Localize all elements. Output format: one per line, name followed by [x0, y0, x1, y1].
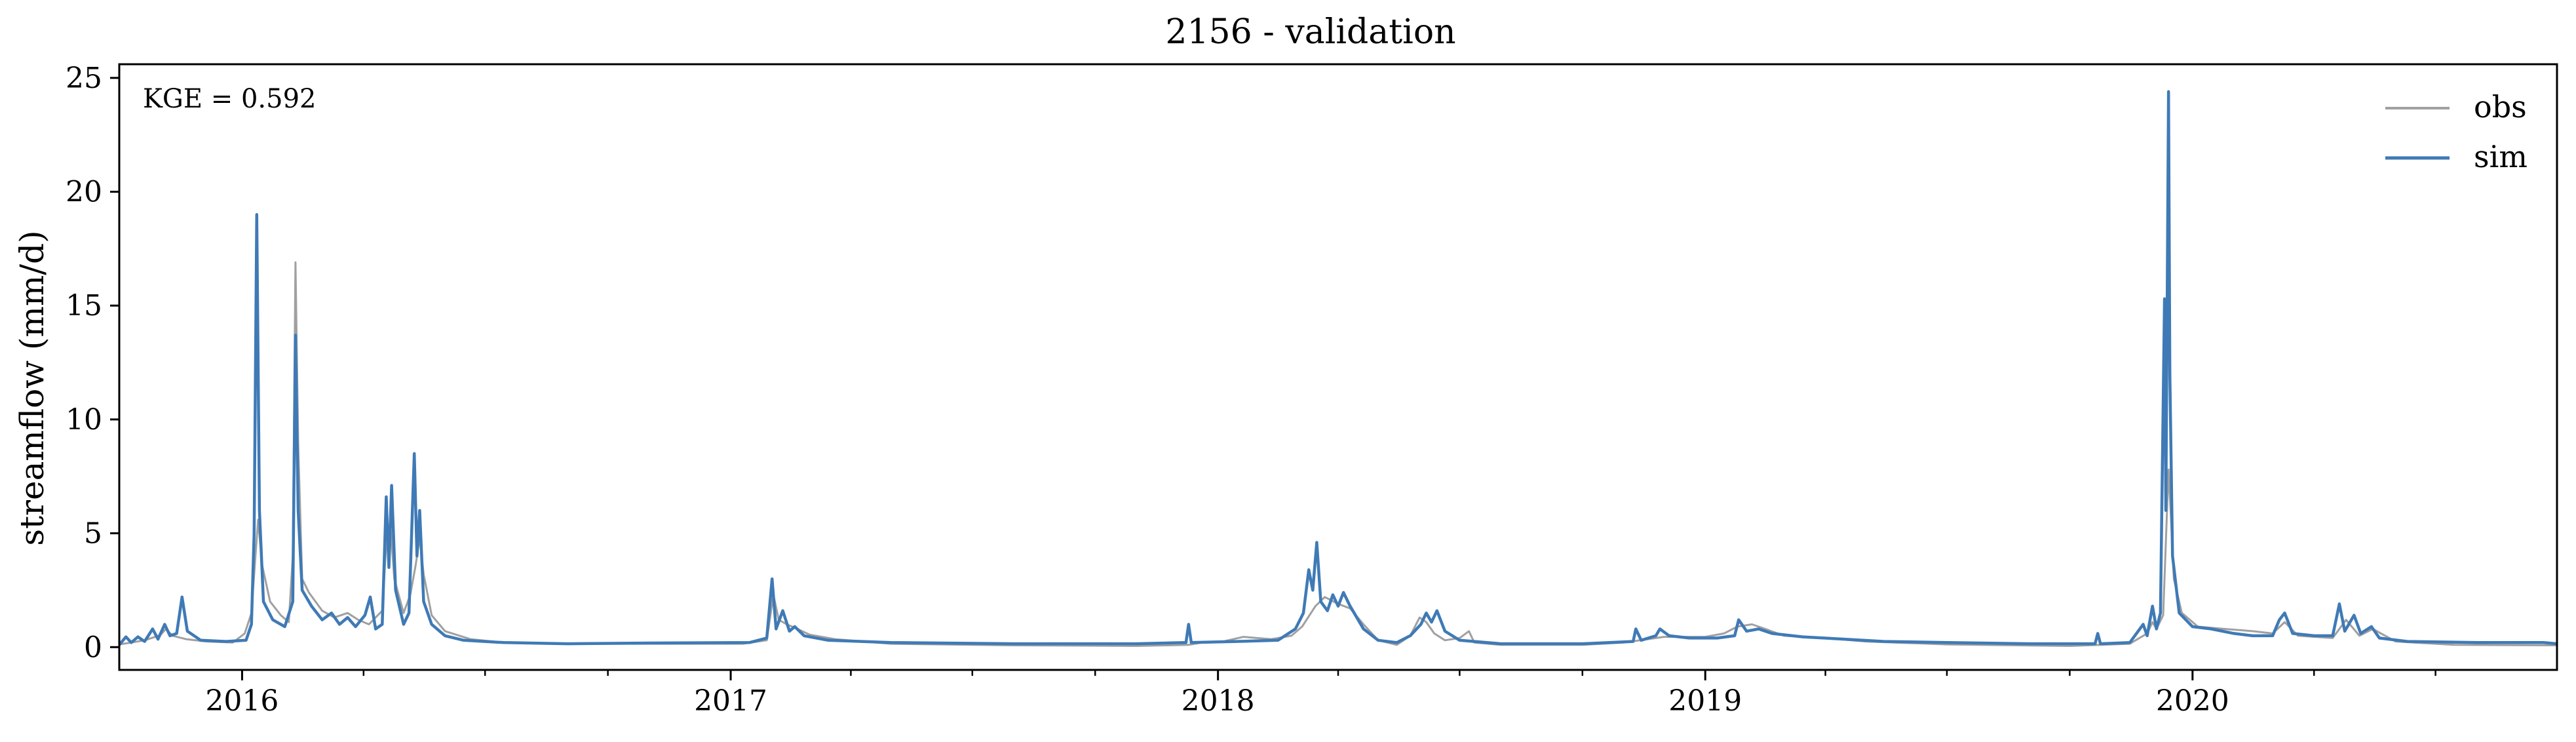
y-axis-label: streamflow (mm/d): [13, 230, 51, 545]
y-tick-label: 0: [84, 631, 102, 664]
x-tick-label: 2018: [1182, 684, 1255, 718]
y-tick-label: 10: [66, 403, 102, 437]
y-tick-label: 15: [66, 289, 102, 322]
legend-sim-label: sim: [2474, 139, 2528, 174]
y-axis: 0 5 10 15 20 25: [66, 62, 119, 664]
kge-annotation: KGE = 0.592: [143, 84, 317, 114]
x-axis: 2016 2017 2018 2019 2020: [205, 670, 2436, 718]
x-tick-label: 2016: [205, 684, 279, 718]
y-tick-label: 20: [66, 176, 102, 209]
chart-title: 2156 - validation: [1165, 12, 1455, 52]
legend-obs-label: obs: [2474, 89, 2527, 125]
legend: obs sim: [2385, 89, 2528, 174]
series-line-sim: [119, 90, 2557, 646]
x-tick-label: 2017: [694, 684, 767, 718]
x-tick-label: 2019: [1668, 684, 1742, 718]
y-tick-label: 5: [84, 517, 102, 551]
x-tick-label: 2020: [2156, 684, 2229, 718]
series-layer: [119, 90, 2557, 647]
y-tick-label: 25: [66, 62, 102, 95]
